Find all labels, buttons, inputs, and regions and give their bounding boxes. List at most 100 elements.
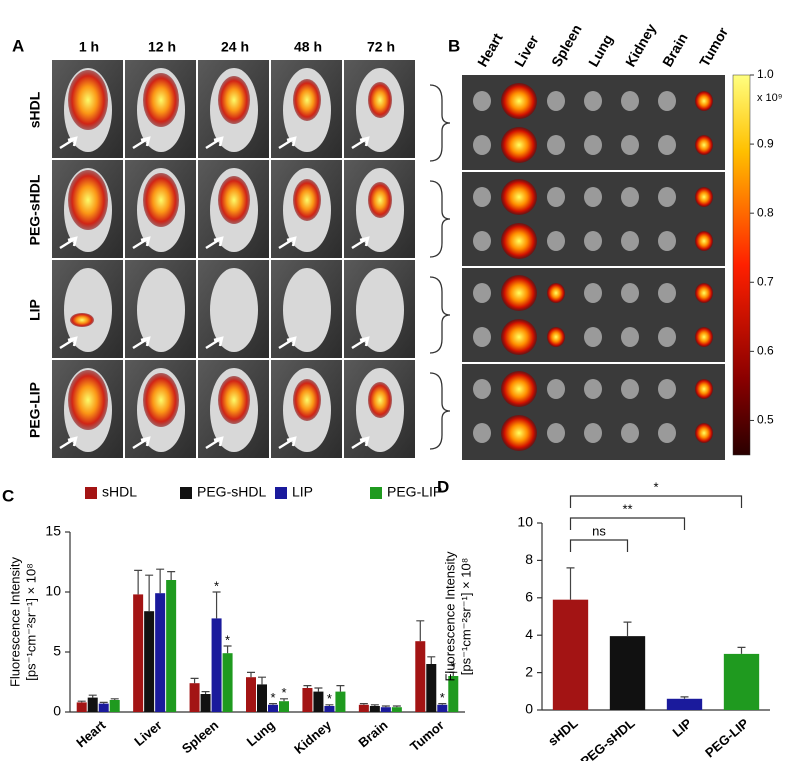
legend-swatch bbox=[275, 487, 287, 499]
signal bbox=[218, 176, 250, 224]
organ bbox=[547, 135, 565, 155]
legend-swatch bbox=[180, 487, 192, 499]
arrow bbox=[59, 136, 78, 150]
error-bar bbox=[190, 677, 199, 684]
y-tick-label: 8 bbox=[525, 551, 533, 567]
error-bar bbox=[381, 705, 390, 708]
organ bbox=[621, 327, 639, 347]
error-bar bbox=[303, 685, 312, 688]
organ-label: Kidney bbox=[622, 21, 659, 70]
organ bbox=[547, 423, 565, 443]
organ-label: Brain bbox=[659, 30, 691, 69]
y-tick-label: 4 bbox=[525, 626, 533, 642]
organ bbox=[658, 327, 676, 347]
time-label: 24 h bbox=[221, 39, 249, 55]
error-bar bbox=[566, 567, 575, 600]
y-tick-label: 0 bbox=[53, 703, 61, 719]
mouse bbox=[64, 268, 112, 352]
bar bbox=[98, 703, 109, 712]
colorbar-tick-label: 0.7 bbox=[757, 274, 774, 288]
organ bbox=[621, 379, 639, 399]
arrow bbox=[132, 136, 151, 150]
panel-label: C bbox=[2, 486, 14, 505]
bracket bbox=[429, 84, 451, 162]
arrow bbox=[351, 236, 370, 250]
error-bar bbox=[623, 621, 632, 637]
signal bbox=[368, 82, 392, 118]
signal bbox=[143, 373, 179, 427]
comparison-label: ** bbox=[622, 501, 632, 516]
organ bbox=[501, 127, 537, 163]
arrow bbox=[278, 336, 297, 350]
bar bbox=[257, 684, 267, 712]
bar bbox=[109, 700, 120, 712]
mouse bbox=[210, 268, 258, 352]
comparison-bracket bbox=[569, 539, 629, 552]
x-tick-label: Brain bbox=[355, 717, 390, 750]
bar bbox=[324, 706, 335, 712]
organ bbox=[473, 231, 491, 251]
organ-label: Liver bbox=[511, 32, 542, 69]
signal bbox=[218, 76, 250, 124]
bar bbox=[222, 653, 233, 712]
panel-label: D bbox=[437, 477, 449, 496]
bar bbox=[87, 697, 98, 712]
colorbar-tick-label: 0.5 bbox=[757, 413, 774, 427]
y-tick-label: 10 bbox=[517, 514, 533, 530]
bar bbox=[76, 702, 87, 712]
organ bbox=[621, 91, 639, 111]
significance-mark: * bbox=[451, 659, 456, 674]
signal bbox=[368, 182, 392, 218]
arrow bbox=[278, 136, 297, 150]
arrow bbox=[132, 236, 151, 250]
y-tick-label: 6 bbox=[525, 589, 533, 605]
error-bar bbox=[88, 694, 97, 698]
error-bar bbox=[680, 696, 689, 699]
organ bbox=[547, 231, 565, 251]
organ-label: Heart bbox=[474, 30, 506, 69]
colorbar-tick-label: 0.8 bbox=[757, 205, 774, 219]
organ bbox=[547, 187, 565, 207]
arrow bbox=[351, 136, 370, 150]
organ bbox=[621, 283, 639, 303]
bar bbox=[391, 707, 402, 712]
y-tick-label: 0 bbox=[525, 701, 533, 717]
signal bbox=[143, 73, 179, 127]
comparison-bracket bbox=[569, 495, 743, 508]
error-bar bbox=[370, 704, 379, 706]
error-bar bbox=[269, 703, 277, 705]
error-bar bbox=[280, 698, 288, 702]
organ bbox=[621, 423, 639, 443]
error-bar bbox=[336, 685, 345, 692]
arrow bbox=[59, 236, 78, 250]
arrow bbox=[59, 336, 78, 350]
x-tick-label: LIP bbox=[669, 715, 694, 740]
error-bar bbox=[134, 569, 143, 595]
group-label: PEG-sHDL bbox=[27, 174, 43, 245]
error-bar bbox=[314, 687, 323, 692]
signal bbox=[68, 370, 108, 430]
organ bbox=[658, 91, 676, 111]
error-bar bbox=[325, 704, 334, 706]
group-label: LIP bbox=[27, 299, 43, 321]
y-axis-label: [ps⁻¹cm⁻²sr⁻¹] × 10⁸ bbox=[23, 563, 38, 680]
organ bbox=[658, 379, 676, 399]
panel-label: A bbox=[12, 36, 24, 55]
organ bbox=[473, 91, 491, 111]
organ bbox=[658, 187, 676, 207]
mouse bbox=[356, 268, 404, 352]
signal bbox=[70, 313, 94, 327]
organ bbox=[584, 327, 602, 347]
significance-mark: * bbox=[281, 685, 286, 700]
signal bbox=[293, 179, 321, 221]
group-label: PEG-LIP bbox=[27, 382, 43, 438]
mouse bbox=[137, 268, 185, 352]
bar bbox=[155, 593, 166, 712]
signal bbox=[68, 70, 108, 130]
organ bbox=[501, 83, 537, 119]
bar bbox=[552, 599, 589, 710]
y-axis-label: Fluorescence Intensity bbox=[7, 556, 22, 687]
organ bbox=[695, 231, 713, 251]
legend-swatch bbox=[85, 487, 97, 499]
organ bbox=[621, 187, 639, 207]
